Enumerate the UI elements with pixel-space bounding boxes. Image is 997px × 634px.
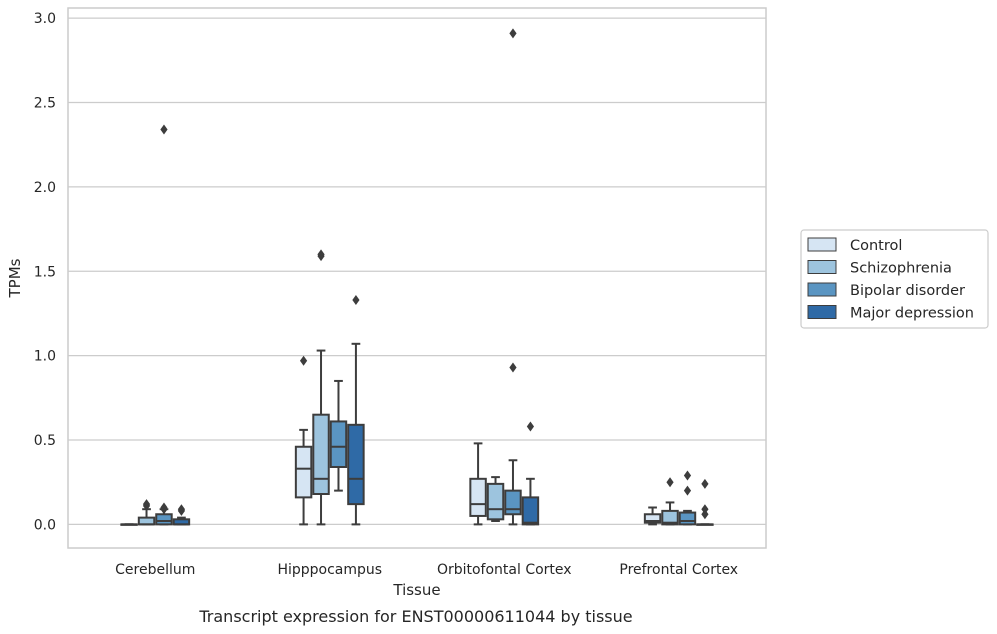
box-3-2 (486, 476, 505, 522)
x-tick-label: Cerebellum (115, 562, 195, 578)
legend-label: Bipolar disorder (850, 283, 965, 299)
box-body (504, 489, 522, 516)
box-body (486, 482, 505, 521)
box-body (329, 420, 348, 468)
legend-label: Major depression (850, 306, 974, 322)
outlier-point (701, 509, 709, 520)
box-3-4 (521, 421, 540, 526)
outlier-point (160, 502, 168, 513)
x-tick-label: Orbitofontal Cortex (437, 562, 572, 578)
y-tick-label: 2.0 (34, 180, 56, 196)
x-tick-label: Hipppocampus (277, 562, 382, 578)
y-tick-label: 2.5 (34, 96, 56, 112)
box-body (678, 511, 697, 526)
y-tick-label: 0.5 (34, 433, 56, 449)
y-tick-label: 0.0 (34, 517, 56, 533)
box-body (643, 513, 662, 524)
outlier-point (666, 477, 674, 488)
outlier-point (317, 249, 325, 260)
legend-swatch (807, 282, 837, 297)
box-2-2 (312, 249, 330, 526)
x-tick-label: Prefrontal Cortex (619, 562, 738, 578)
box-body (469, 477, 487, 517)
outlier-point (526, 421, 535, 432)
outlier-point (142, 499, 151, 510)
outlier-point (509, 362, 517, 373)
box-body (312, 413, 330, 495)
y-tick-label: 3.0 (34, 11, 56, 27)
outlier-point (683, 485, 692, 496)
box-2-3 (329, 379, 348, 492)
outlier-point (701, 478, 709, 489)
outlier-point (160, 124, 168, 135)
box-body (661, 509, 679, 526)
box-4-2 (661, 477, 679, 526)
legend-frame (800, 229, 989, 329)
box-body (155, 513, 173, 526)
legend-swatch (807, 260, 837, 274)
legend-swatch (807, 237, 837, 252)
box-2-1 (294, 355, 313, 526)
y-axis-ticks: 0.0 0.5 1.0 1.5 2.0 2.5 3.0 (34, 11, 56, 533)
legend-label: Control (850, 238, 902, 254)
box-body (294, 445, 313, 499)
plot-frame (67, 7, 767, 549)
box-plot-marks (120, 28, 714, 526)
box-body (521, 496, 540, 526)
outlier-point (177, 504, 186, 515)
y-tick-label: 1.0 (34, 349, 56, 365)
legend-swatch (807, 305, 837, 319)
x-axis-ticks: Cerebellum Hipppocampus Orbitofontal Corte… (115, 562, 738, 578)
outlier-point (509, 28, 517, 39)
y-tick-label: 1.5 (34, 264, 56, 280)
box-1-4 (172, 504, 191, 526)
grid-lines (68, 17, 766, 525)
outlier-point (701, 504, 709, 515)
y-axis-label: TPMs (6, 258, 24, 298)
outlier-point (299, 355, 308, 366)
box-2-4 (347, 294, 365, 526)
outlier-point (683, 470, 692, 481)
box-4-1 (643, 506, 662, 526)
outlier-point (352, 294, 360, 305)
box-body (347, 423, 365, 506)
legend-label: Schizophrenia (850, 261, 952, 277)
box-body (137, 516, 156, 526)
box-3-3 (504, 28, 522, 526)
box-1-1 (120, 523, 138, 526)
box-4-4 (696, 478, 714, 526)
legend: Control Schizophrenia Bipolar disorder Majo… (800, 229, 989, 329)
chart-title: Transcript expression for ENST0000061104… (198, 607, 632, 626)
box-1-2 (137, 499, 156, 526)
x-axis-label: Tissue (392, 581, 440, 599)
box-1-3 (155, 124, 173, 526)
box-4-3 (678, 470, 697, 526)
box-3-1 (469, 442, 487, 526)
